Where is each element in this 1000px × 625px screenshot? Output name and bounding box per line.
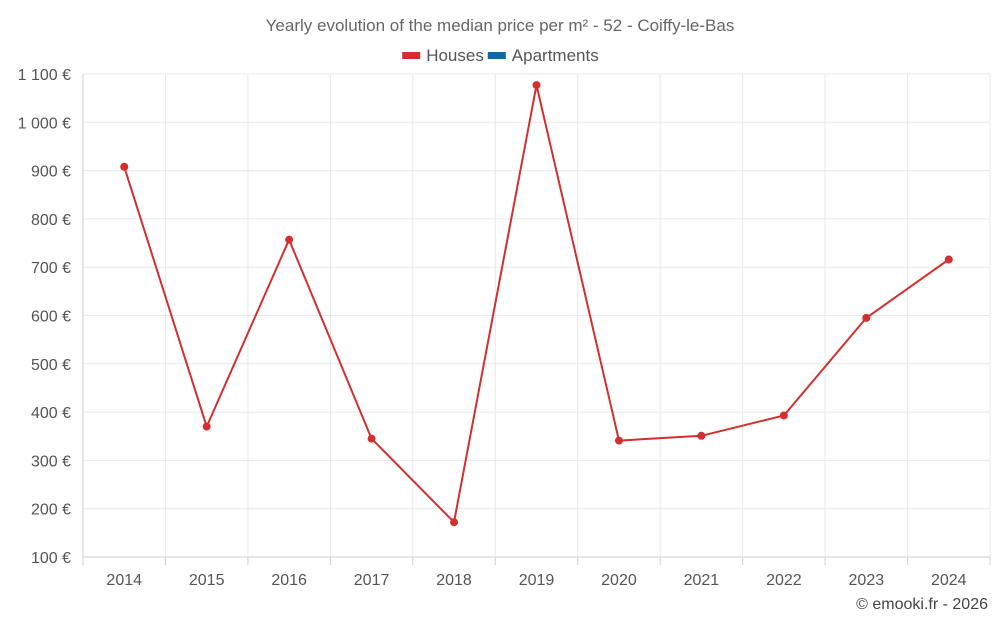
y-tick-label: 500 € xyxy=(31,357,71,374)
data-point[interactable] xyxy=(120,162,129,171)
legend-label: Apartments xyxy=(512,46,599,65)
y-tick-label: 700 € xyxy=(31,260,71,277)
data-point[interactable] xyxy=(862,313,871,322)
y-tick-label: 100 € xyxy=(31,550,71,567)
data-point[interactable] xyxy=(367,434,376,443)
x-tick-label: 2020 xyxy=(601,572,637,589)
x-tick-label: 2019 xyxy=(519,572,555,589)
legend-item-houses[interactable]: Houses xyxy=(402,46,484,65)
chart-title: Yearly evolution of the median price per… xyxy=(266,16,735,35)
y-tick-label: 600 € xyxy=(31,309,71,326)
x-tick-label: 2022 xyxy=(766,572,802,589)
x-tick-label: 2014 xyxy=(106,572,142,589)
y-axis-labels: 100 € 200 € 300 € 400 € 500 € 600 € 700 € 800 €… xyxy=(18,67,71,567)
data-point[interactable] xyxy=(779,411,788,420)
data-point[interactable] xyxy=(285,235,294,244)
data-point[interactable] xyxy=(614,436,623,445)
x-tick-label: 2021 xyxy=(684,572,720,589)
y-tick-label: 400 € xyxy=(31,405,71,422)
x-tick-label: 2017 xyxy=(354,572,390,589)
x-tick-label: 2015 xyxy=(189,572,225,589)
x-tick-label: 2024 xyxy=(931,572,967,589)
data-point[interactable] xyxy=(944,255,953,264)
credit-text: © emooki.fr - 2026 xyxy=(856,596,988,613)
y-tick-label: 300 € xyxy=(31,453,71,470)
y-tick-label: 800 € xyxy=(31,212,71,229)
x-tick-label: 2018 xyxy=(436,572,472,589)
x-tick-label: 2023 xyxy=(849,572,885,589)
data-point[interactable] xyxy=(532,81,541,90)
legend: Houses Apartments xyxy=(402,46,599,65)
x-axis-labels: 2014 2015 2016 2017 2018 2019 2020 2021 2022 2023… xyxy=(106,572,966,589)
data-point[interactable] xyxy=(202,422,211,431)
legend-label: Houses xyxy=(426,46,484,65)
y-tick-label: 1 000 € xyxy=(18,115,71,132)
y-tick-label: 1 100 € xyxy=(18,67,71,84)
legend-item-apartments[interactable]: Apartments xyxy=(487,46,599,65)
y-tick-label: 200 € xyxy=(31,502,71,519)
grid xyxy=(82,73,991,565)
data-point[interactable] xyxy=(697,431,706,440)
series-layer xyxy=(120,81,953,527)
legend-swatch xyxy=(487,52,506,59)
legend-swatch xyxy=(402,52,421,59)
data-point[interactable] xyxy=(450,518,459,527)
y-tick-label: 900 € xyxy=(31,164,71,181)
x-tick-label: 2016 xyxy=(271,572,307,589)
